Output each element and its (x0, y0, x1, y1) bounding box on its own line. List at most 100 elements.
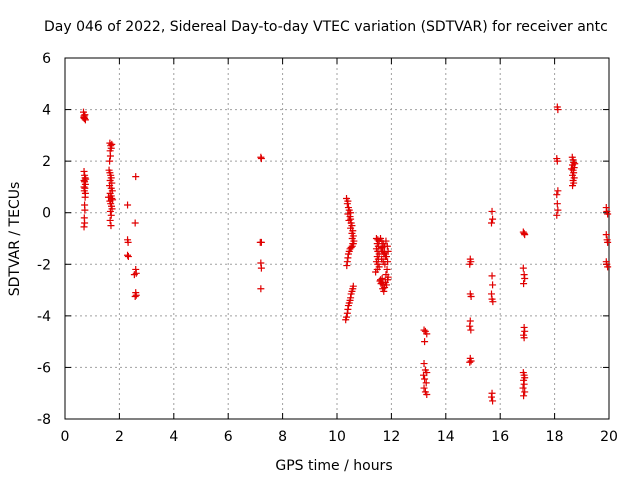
data-point (467, 293, 475, 301)
data-point (257, 238, 265, 246)
data-point (554, 187, 562, 195)
x-tick-label: 12 (382, 429, 400, 445)
data-point (553, 200, 561, 208)
data-point (553, 157, 561, 165)
data-point (519, 264, 527, 272)
data-point (383, 242, 391, 250)
data-point (124, 251, 132, 259)
data-point (372, 268, 380, 276)
data-point (422, 379, 430, 387)
y-tick-label: 2 (42, 154, 51, 170)
data-point (553, 211, 561, 219)
data-point (132, 173, 140, 181)
data-point (467, 326, 475, 334)
data-point (466, 358, 474, 366)
data-point (487, 393, 495, 401)
y-tick-label: 6 (42, 51, 51, 67)
data-point (466, 260, 474, 268)
data-point (466, 322, 474, 330)
data-point (257, 285, 265, 293)
data-point (380, 287, 388, 295)
data-point (553, 191, 561, 199)
data-point (107, 211, 115, 219)
data-point (521, 327, 529, 335)
data-point (106, 152, 114, 160)
data-point (257, 155, 265, 163)
data-point (378, 244, 386, 252)
data-point (489, 281, 497, 289)
data-point (124, 253, 132, 261)
x-tick-label: 2 (115, 429, 124, 445)
x-axis-label: GPS time / hours (275, 458, 392, 474)
data-point (421, 375, 429, 383)
data-point (554, 106, 562, 114)
data-point (378, 274, 386, 282)
data-point (349, 240, 357, 248)
data-point (80, 114, 88, 122)
data-point (488, 207, 496, 215)
x-tick-label: 20 (600, 429, 618, 445)
y-tick-label: -4 (37, 309, 51, 325)
data-point (343, 200, 351, 208)
x-axis-ticks: 0 2 4 6 8 10 12 14 16 18 20 (61, 58, 618, 445)
data-point (107, 222, 115, 230)
data-point (423, 330, 431, 338)
data-point (381, 278, 389, 286)
x-tick-label: 16 (491, 429, 509, 445)
data-point (521, 231, 529, 239)
data-point (423, 391, 431, 399)
grid (65, 58, 609, 419)
x-tick-label: 18 (546, 429, 564, 445)
data-point (384, 273, 392, 281)
data-point (467, 357, 475, 365)
data-point (124, 201, 132, 209)
y-tick-label: 4 (42, 103, 51, 119)
data-point (384, 258, 392, 266)
data-point (420, 326, 428, 334)
data-point (421, 338, 429, 346)
x-tick-label: 10 (328, 429, 346, 445)
data-point (106, 157, 114, 165)
data-point (109, 196, 117, 204)
data-point (489, 215, 497, 223)
data-point (124, 238, 132, 246)
y-tick-label: 0 (42, 206, 51, 222)
data-point (130, 271, 138, 279)
data-point (489, 397, 497, 405)
data-point (569, 182, 577, 190)
data-point (420, 360, 428, 368)
data-point (521, 388, 529, 396)
data-point (521, 274, 529, 282)
data-point (488, 272, 496, 280)
data-point (108, 140, 116, 148)
data-point (519, 384, 527, 392)
x-tick-label: 8 (278, 429, 287, 445)
data-point (382, 237, 390, 245)
chart-title: Day 046 of 2022, Sidereal Day-to-day VTE… (44, 19, 608, 35)
data-point (604, 210, 612, 218)
x-tick-label: 6 (224, 429, 233, 445)
data-point (81, 111, 89, 119)
data-point (520, 280, 528, 288)
data-point (520, 334, 528, 342)
data-point (342, 316, 350, 324)
y-axis-ticks: -8 -6 -4 -2 0 2 4 6 (37, 51, 609, 428)
data-point (380, 249, 388, 257)
data-point (257, 264, 265, 272)
data-point (383, 265, 391, 273)
data-point (105, 193, 113, 201)
data-point (106, 216, 114, 224)
data-point (520, 392, 528, 400)
x-tick-label: 14 (437, 429, 455, 445)
data-point (554, 206, 562, 214)
data-point (81, 189, 89, 197)
data-point (487, 219, 495, 227)
data-point (419, 371, 427, 379)
x-tick-label: 4 (169, 429, 178, 445)
data-point (567, 165, 575, 173)
data-point (106, 207, 114, 215)
data-point (489, 298, 497, 306)
y-axis-label: SDTVAR / TECUs (7, 182, 23, 297)
data-point (384, 247, 392, 255)
data-point (571, 160, 579, 168)
